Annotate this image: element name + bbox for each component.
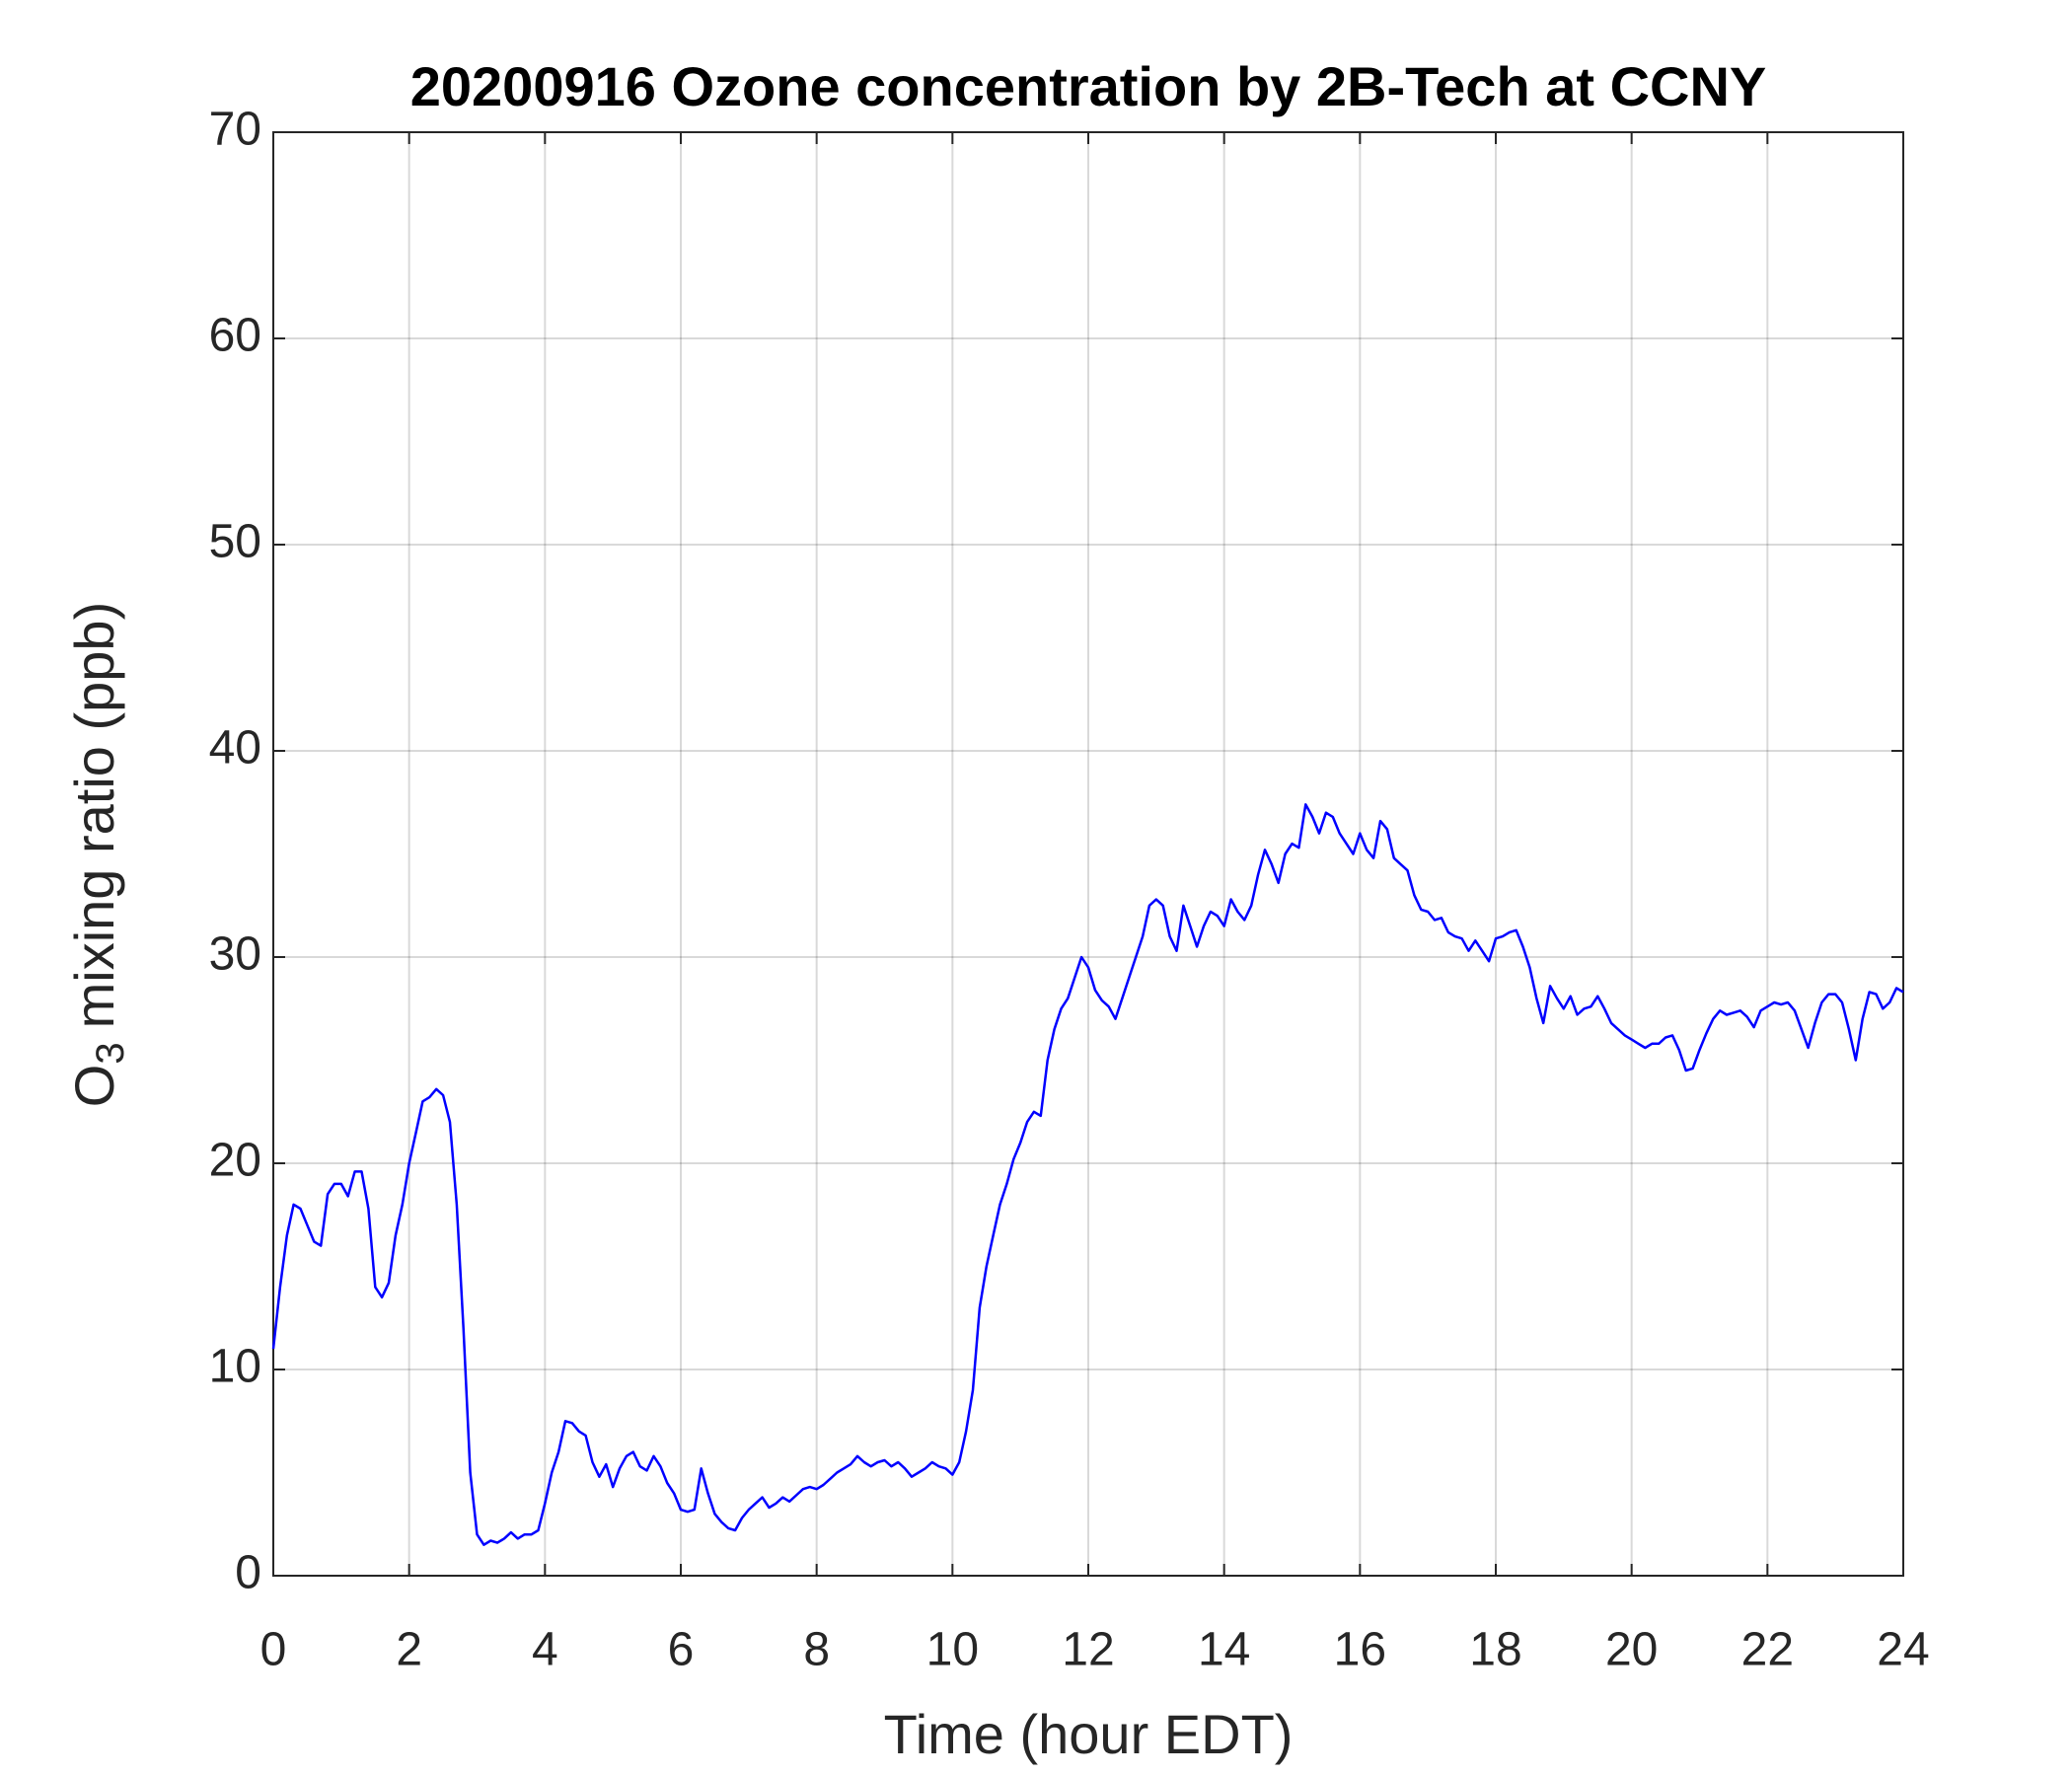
y-tick-label: 30 — [209, 928, 261, 981]
x-tick-label: 20 — [1605, 1624, 1658, 1676]
y-axis-label: O3 mixing ratio (ppb) — [63, 602, 132, 1107]
chart-title: 20200916 Ozone concentration by 2B-Tech … — [410, 55, 1767, 117]
y-label-rest: mixing ratio (ppb) — [63, 602, 125, 1029]
y-label-subscript: 3 — [89, 1042, 132, 1064]
y-tick-label: 60 — [209, 310, 261, 362]
x-axis-label: Time (hour EDT) — [884, 1703, 1294, 1765]
x-tick-label: 22 — [1741, 1624, 1794, 1676]
x-tick-label: 24 — [1877, 1624, 1929, 1676]
x-tick-label: 16 — [1334, 1624, 1386, 1676]
y-tick-label: 20 — [209, 1135, 261, 1187]
plot-frame — [272, 131, 1904, 1577]
x-tick-label: 4 — [532, 1624, 558, 1676]
x-tick-label: 8 — [803, 1624, 830, 1676]
y-tick-label: 10 — [209, 1341, 261, 1393]
data-line — [271, 803, 1904, 1546]
y-tick-label: 0 — [235, 1547, 261, 1599]
x-tick-label: 10 — [926, 1624, 979, 1676]
y-tick-label: 70 — [209, 104, 261, 156]
x-tick-label: 14 — [1198, 1624, 1250, 1676]
y-tick-label: 40 — [209, 722, 261, 775]
x-tick-label: 18 — [1469, 1624, 1521, 1676]
y-tick-label: 50 — [209, 516, 261, 568]
x-tick-label: 2 — [396, 1624, 422, 1676]
y-label-base: O — [63, 1065, 125, 1108]
x-tick-label: 6 — [668, 1624, 695, 1676]
x-tick-label: 0 — [260, 1624, 287, 1676]
x-tick-label: 12 — [1062, 1624, 1114, 1676]
